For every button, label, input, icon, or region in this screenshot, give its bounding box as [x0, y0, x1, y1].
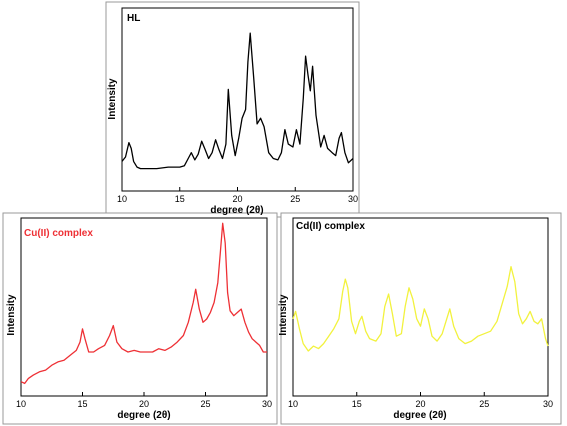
cu-panel-frame [2, 212, 278, 425]
hl-x-tick-label: 30 [348, 194, 358, 204]
cd-x-axis-title: degree (2θ) [393, 410, 446, 421]
cd-title: Cd(II) complex [296, 221, 365, 232]
cu-title: Cu(II) complex [24, 228, 93, 239]
hl-marks: 10 15 20 25 30 [117, 32, 358, 204]
hl-title: HL [127, 13, 140, 24]
cd-x-tick-label: 20 [415, 399, 425, 409]
cd-x-tick-label: 25 [479, 399, 489, 409]
cd-xrd-trace [292, 266, 549, 352]
cd-panel-frame [280, 212, 562, 425]
cd-y-axis-title: Intensity [278, 294, 289, 336]
cu-y-axis-title: Intensity [6, 294, 17, 336]
cu-x-tick-label: 30 [262, 399, 272, 409]
cu-chart: 10 15 20 25 30 Cu(II) complex degree (2θ) In… [6, 217, 272, 421]
cd-x-tick-label: 15 [352, 399, 362, 409]
hl-chart: 10 15 20 25 30 HL degree (2θ) Intensity [107, 7, 358, 216]
cu-x-tick-label: 10 [16, 399, 26, 409]
cd-x-tick-label: 30 [543, 399, 553, 409]
hl-panel-frame [105, 1, 360, 218]
hl-x-axis-title: degree (2θ) [210, 205, 263, 216]
cu-xrd-trace [20, 222, 267, 385]
cd-x-tick-label: 10 [288, 399, 298, 409]
hl-x-tick-label: 20 [232, 194, 242, 204]
cu-x-tick-label: 15 [77, 399, 87, 409]
cu-x-tick-label: 25 [200, 399, 210, 409]
hl-x-tick-label: 15 [175, 194, 185, 204]
cd-marks: 10 15 20 25 30 [288, 266, 553, 409]
hl-x-tick-label: 25 [290, 194, 300, 204]
hl-x-tick-label: 10 [117, 194, 127, 204]
hl-y-axis-title: Intensity [107, 78, 118, 120]
cu-marks: 10 15 20 25 30 [16, 222, 272, 409]
cu-x-tick-label: 20 [139, 399, 149, 409]
hl-xrd-trace [121, 32, 354, 170]
cd-chart: 10 15 20 25 30 Cd(II) complex degree (2θ) In… [278, 217, 553, 421]
cu-x-axis-title: degree (2θ) [117, 410, 170, 421]
